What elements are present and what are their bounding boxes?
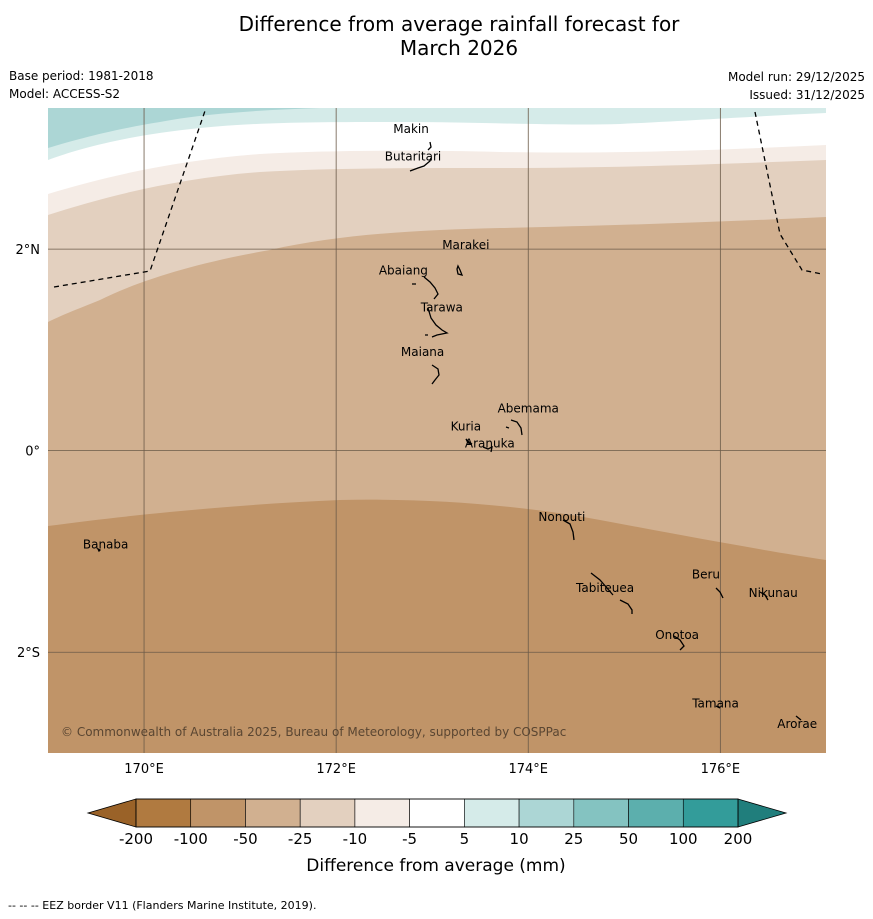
colorbar-segment-6 — [464, 798, 520, 828]
eez-border-east — [754, 111, 823, 275]
colorbar-segment-1 — [190, 798, 246, 828]
place-label-abaiang: Abaiang — [379, 263, 428, 277]
colorbar-frame — [135, 798, 739, 828]
map-panel: Makin Butaritari Marakei Abaiang Tarawa Maian… — [48, 108, 826, 753]
colorbar-tick-label: -100 — [174, 830, 208, 848]
meta-left: Base period: 1981-2018 Model: ACCESS-S2 — [9, 67, 154, 103]
lat-tick-label: 2°N — [16, 243, 41, 258]
band-plus-5 — [48, 108, 826, 160]
chart-title: Difference from average rainfall forecas… — [0, 12, 873, 60]
colorbar-tick-label: -10 — [343, 830, 368, 848]
island-onotoa — [673, 635, 685, 651]
colorbar: -200 -100 -50 -25 -10 -5 5 10 25 50 100 200 — [86, 798, 788, 848]
base-period: Base period: 1981-2018 — [9, 69, 154, 83]
model-name: Model: ACCESS-S2 — [9, 87, 121, 101]
lon-tick-label: 176°E — [701, 762, 741, 777]
meta-right: Model run: 29/12/2025 Issued: 31/12/2025 — [728, 68, 865, 104]
island-banaba — [96, 547, 102, 553]
place-label-banaba: Banaba — [83, 537, 129, 551]
place-labels: Makin Butaritari Marakei Abaiang Tarawa Maian… — [83, 122, 817, 731]
copyright-notice: © Commonwealth of Australia 2025, Bureau… — [61, 725, 566, 739]
island-aranuka — [482, 445, 493, 453]
island-maiana — [431, 364, 440, 385]
lon-tick-label: 170°E — [124, 762, 164, 777]
title-line-2: March 2026 — [399, 36, 519, 60]
colorbar-tick-label: -25 — [288, 830, 313, 848]
island-makin — [427, 141, 432, 151]
place-label-arorae: Arorae — [777, 717, 817, 731]
place-label-marakei: Marakei — [442, 238, 489, 252]
island-nikunau — [759, 591, 769, 601]
colorbar-tick-label: 25 — [564, 830, 583, 848]
contour-bands — [48, 108, 826, 753]
colorbar-segment-3 — [299, 798, 356, 828]
island-abaiang — [412, 276, 439, 300]
colorbar-segment-2 — [245, 798, 301, 828]
colorbar-segment-9 — [628, 798, 684, 828]
colorbar-tick-label: 100 — [669, 830, 698, 848]
place-label-maiana: Maiana — [401, 345, 444, 359]
place-label-kuria: Kuria — [451, 420, 482, 434]
issued-date: Issued: 31/12/2025 — [749, 88, 865, 102]
colorbar-label: Difference from average (mm) — [306, 856, 565, 876]
colorbar-tick-label: -50 — [233, 830, 258, 848]
place-label-aranuka: Aranuka — [465, 437, 515, 451]
band-plus-10 — [48, 108, 320, 148]
colorbar-segment-5 — [409, 798, 465, 828]
colorbar-segment-7 — [518, 798, 575, 828]
lon-tick-label: 172°E — [316, 762, 356, 777]
model-run: Model run: 29/12/2025 — [727, 70, 865, 84]
island-marakei — [456, 264, 464, 276]
colorbar-tick-label: 5 — [460, 830, 470, 848]
island-nonouti — [562, 519, 575, 541]
place-label-tamana: Tamana — [691, 697, 739, 711]
colorbar-tick-label: -5 — [402, 830, 417, 848]
island-outlines — [96, 141, 802, 721]
colorbar-segment-8 — [573, 798, 629, 828]
place-label-beru: Beru — [692, 568, 720, 582]
colorbar-over-arrow — [737, 798, 788, 828]
island-arorae — [795, 715, 802, 721]
colorbar-tick-label: 10 — [510, 830, 529, 848]
island-kuria — [465, 438, 473, 445]
place-label-nonouti: Nonouti — [538, 510, 585, 524]
place-label-makin: Makin — [393, 122, 429, 136]
island-abemama — [505, 419, 523, 436]
gridlines — [48, 108, 826, 753]
place-label-tabiteuea: Tabiteuea — [575, 581, 634, 595]
island-beru — [715, 587, 724, 599]
colorbar-under-arrow — [86, 798, 137, 828]
island-butaritari — [409, 157, 432, 172]
place-label-abemama: Abemama — [498, 401, 559, 415]
place-label-tarawa: Tarawa — [420, 301, 463, 315]
island-tabiteuea — [590, 572, 633, 614]
band-minus-5-to-5 — [48, 108, 826, 194]
lon-tick-label: 174°E — [508, 762, 548, 777]
place-label-nikunau: Nikunau — [749, 586, 798, 600]
colorbar-tick-label: 50 — [619, 830, 638, 848]
title-line-1: Difference from average rainfall forecas… — [238, 12, 680, 36]
axis-labels: 170°E 172°E 174°E 176°E 2°N 0° 2°S — [16, 243, 741, 777]
colorbar-segment-0 — [135, 798, 192, 828]
place-label-onotoa: Onotoa — [655, 628, 699, 642]
island-tamana — [715, 705, 721, 709]
lat-tick-label: 2°S — [17, 646, 40, 661]
island-tarawa — [425, 307, 449, 338]
colorbar-tick-label: 200 — [724, 830, 753, 848]
colorbar-tick-label: -200 — [119, 830, 153, 848]
colorbar-segment-4 — [354, 798, 410, 828]
colorbar-segment-10 — [682, 798, 739, 828]
eez-border — [53, 108, 823, 288]
lat-tick-label: 0° — [25, 445, 40, 460]
place-label-butaritari: Butaritari — [385, 149, 442, 163]
footer-note: -- -- -- EEZ border V11 (Flanders Marine… — [8, 899, 317, 912]
